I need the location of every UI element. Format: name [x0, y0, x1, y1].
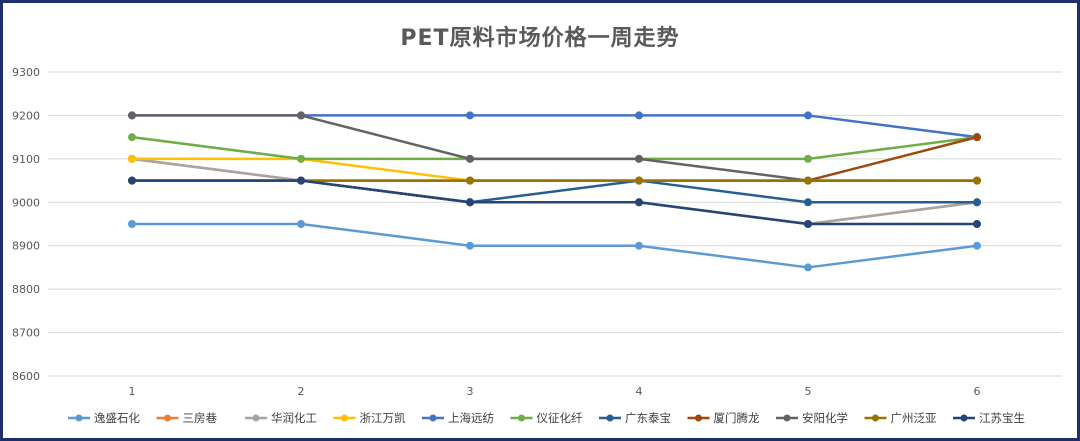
legend-swatch-marker — [164, 414, 171, 422]
x-tick-label: 3 — [467, 385, 474, 398]
data-point — [635, 176, 643, 185]
x-tick-label: 5 — [805, 385, 812, 398]
legend-swatch-marker — [606, 414, 614, 422]
y-tick-label: 8900 — [12, 240, 40, 253]
y-axis-ticks: 8600 8700 8800 8900 9000 9100 9200 9300 — [12, 66, 40, 383]
series-line — [132, 179, 977, 204]
data-point — [128, 220, 136, 228]
data-point — [804, 111, 812, 120]
data-point — [635, 198, 643, 207]
data-point — [466, 176, 474, 185]
data-point — [635, 154, 643, 163]
legend-label: 三房巷 — [183, 411, 218, 425]
series-江苏宝生 — [128, 176, 981, 228]
legend-label: 广州泛亚 — [891, 411, 937, 425]
x-tick-label: 4 — [636, 385, 643, 398]
series-lines — [128, 111, 981, 272]
data-point — [804, 176, 812, 185]
legend-label: 江苏宝生 — [979, 411, 1025, 425]
data-point — [128, 176, 136, 185]
data-point — [297, 111, 305, 120]
series-line — [132, 114, 978, 139]
legend: 逸盛石化 三房巷 华润化工 浙江万凯 上海远纺 仪征化纤 广东泰宝 厦门腾龙 安阳化学 广州泛亚 江… — [68, 411, 1025, 425]
data-point — [466, 198, 474, 207]
y-tick-label: 8700 — [12, 327, 40, 340]
legend-label: 厦门腾龙 — [714, 411, 760, 425]
legend-swatch-marker — [75, 414, 83, 422]
data-point — [973, 241, 981, 250]
legend-label: 上海远纺 — [448, 411, 494, 425]
legend-label: 仪征化纤 — [537, 411, 583, 425]
legend-item: 华润化工 — [245, 411, 317, 425]
legend-item: 厦门腾龙 — [687, 411, 760, 425]
legend-item: 逸盛石化 — [68, 411, 140, 425]
legend-label: 广东泰宝 — [625, 411, 671, 425]
legend-item: 江苏宝生 — [953, 411, 1025, 425]
data-point — [804, 154, 812, 163]
legend-item: 安阳化学 — [776, 411, 848, 425]
data-point — [635, 111, 643, 120]
data-point — [973, 220, 981, 228]
y-tick-label: 9300 — [12, 66, 40, 79]
legend-item: 广东泰宝 — [599, 411, 671, 425]
data-point — [804, 263, 812, 272]
legend-swatch-marker — [341, 414, 348, 422]
x-tick-label: 1 — [129, 385, 136, 398]
data-point — [804, 220, 812, 228]
data-point — [466, 111, 474, 120]
legend-label: 安阳化学 — [802, 411, 848, 425]
x-tick-label: 2 — [298, 385, 305, 398]
data-point — [973, 198, 981, 207]
x-tick-label: 6 — [974, 385, 981, 398]
legend-swatch-marker — [872, 414, 879, 422]
legend-swatch-marker — [252, 414, 260, 422]
legend-item: 广州泛亚 — [864, 411, 937, 425]
legend-swatch-marker — [429, 414, 437, 422]
y-tick-label: 8600 — [12, 370, 40, 383]
data-point — [466, 154, 474, 163]
legend-item: 仪征化纤 — [510, 411, 583, 425]
series-line — [132, 179, 977, 226]
legend-swatch-marker — [960, 414, 968, 422]
data-point — [128, 111, 136, 120]
legend-label: 逸盛石化 — [94, 411, 140, 425]
data-point — [297, 220, 305, 228]
legend-swatch-marker — [783, 414, 791, 422]
legend-label: 华润化工 — [271, 411, 317, 425]
legend-swatch-marker — [695, 414, 702, 422]
x-axis-ticks: 1 2 3 4 5 6 — [129, 385, 981, 398]
series-line — [131, 135, 978, 161]
data-point — [635, 241, 643, 250]
data-point — [297, 176, 305, 185]
data-point — [297, 154, 305, 163]
legend-item: 上海远纺 — [422, 411, 494, 425]
legend-item: 三房巷 — [156, 411, 218, 425]
data-point — [128, 133, 136, 142]
data-point — [804, 198, 812, 207]
data-point — [128, 154, 136, 163]
series-line — [132, 222, 978, 269]
legend-item: 浙江万凯 — [333, 411, 406, 425]
legend-label: 浙江万凯 — [360, 411, 406, 425]
y-tick-label: 9000 — [12, 196, 40, 209]
data-point — [973, 176, 981, 185]
chart-title: PET原料市场价格一周走势 — [400, 26, 680, 51]
data-point — [466, 241, 474, 250]
y-tick-label: 9100 — [12, 153, 40, 166]
y-tick-label: 8800 — [12, 283, 40, 296]
series-安阳化学 — [128, 111, 981, 185]
legend-swatch-marker — [518, 414, 525, 422]
series-逸盛石化 — [128, 220, 981, 272]
y-tick-label: 9200 — [12, 109, 40, 122]
data-point — [973, 133, 981, 142]
